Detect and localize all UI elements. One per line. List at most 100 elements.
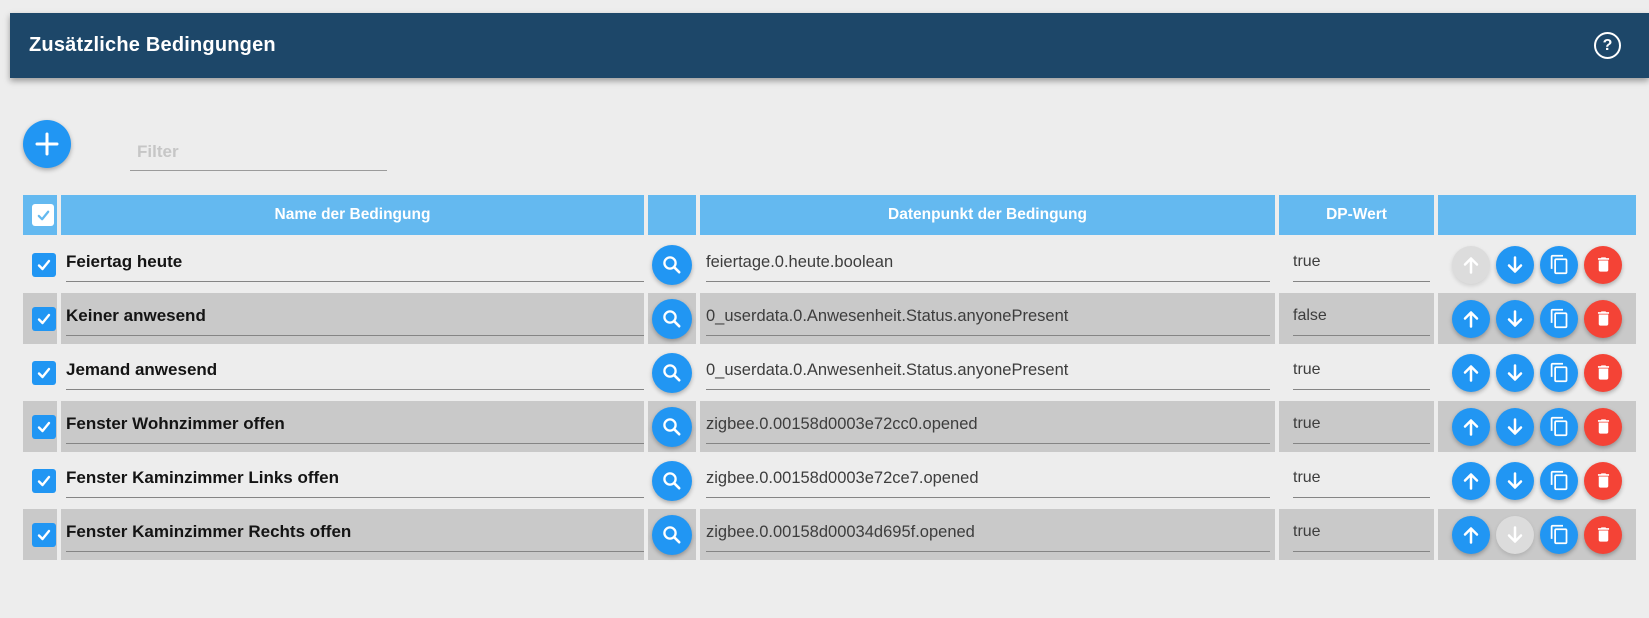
dp-value-input[interactable] — [1293, 518, 1430, 552]
add-condition-button[interactable] — [23, 120, 71, 168]
condition-name-input[interactable] — [66, 464, 644, 498]
row-enabled-checkbox[interactable] — [32, 252, 56, 277]
select-datapoint-button[interactable] — [652, 298, 692, 339]
title-bar: Zusätzliche Bedingungen ? — [10, 13, 1649, 78]
arrow-down-icon — [1507, 471, 1523, 489]
delete-condition-button[interactable] — [1584, 461, 1622, 500]
delete-condition-button[interactable] — [1584, 353, 1622, 392]
move-down-button[interactable] — [1496, 515, 1534, 554]
condition-name-input[interactable] — [66, 410, 644, 444]
checkmark-icon — [37, 313, 51, 324]
delete-condition-button[interactable] — [1584, 515, 1622, 554]
table-body — [23, 239, 1636, 560]
condition-name-input[interactable] — [66, 518, 644, 552]
delete-condition-button[interactable] — [1584, 407, 1622, 446]
select-datapoint-button[interactable] — [652, 460, 692, 501]
select-all-cell — [23, 195, 57, 235]
header-search-col — [648, 195, 696, 235]
datapoint-input[interactable] — [706, 248, 1270, 282]
checkmark-icon — [37, 421, 51, 432]
table-row — [23, 509, 1636, 560]
move-up-button[interactable] — [1452, 353, 1490, 392]
datapoint-input[interactable] — [706, 302, 1270, 336]
delete-condition-button[interactable] — [1584, 245, 1622, 284]
arrow-down-icon — [1507, 525, 1523, 543]
select-datapoint-button[interactable] — [652, 244, 692, 285]
datapoint-input[interactable] — [706, 518, 1270, 552]
copy-icon — [1550, 308, 1567, 329]
filter-input[interactable] — [130, 137, 387, 171]
arrow-up-icon — [1463, 418, 1479, 436]
trash-icon — [1597, 419, 1609, 434]
checkmark-icon — [37, 529, 51, 540]
condition-name-input[interactable] — [66, 356, 644, 390]
trash-icon — [1597, 365, 1609, 380]
row-enabled-checkbox[interactable] — [32, 414, 56, 439]
move-up-button[interactable] — [1452, 299, 1490, 338]
table-row — [23, 239, 1636, 290]
delete-condition-button[interactable] — [1584, 299, 1622, 338]
copy-icon — [1550, 254, 1567, 275]
move-down-button[interactable] — [1496, 461, 1534, 500]
row-enabled-checkbox[interactable] — [32, 468, 56, 493]
copy-condition-button[interactable] — [1540, 515, 1578, 554]
arrow-down-icon — [1507, 417, 1523, 435]
move-up-button[interactable] — [1452, 245, 1490, 284]
help-button[interactable]: ? — [1594, 32, 1621, 59]
dp-value-input[interactable] — [1293, 248, 1430, 282]
help-circle-icon: ? — [1602, 36, 1613, 54]
header-datapoint: Datenpunkt der Bedingung — [700, 195, 1275, 235]
select-datapoint-button[interactable] — [652, 514, 692, 555]
header-dp-value: DP-Wert — [1279, 195, 1434, 235]
trash-icon — [1597, 473, 1609, 488]
trash-icon — [1597, 311, 1609, 326]
select-all-checkbox[interactable] — [32, 204, 54, 226]
arrow-down-icon — [1507, 309, 1523, 327]
condition-name-input[interactable] — [66, 248, 644, 282]
checkmark-icon — [37, 210, 49, 220]
move-down-button[interactable] — [1496, 353, 1534, 392]
table-row — [23, 293, 1636, 344]
table-row — [23, 455, 1636, 506]
move-down-button[interactable] — [1496, 245, 1534, 284]
table-row — [23, 401, 1636, 452]
copy-condition-button[interactable] — [1540, 461, 1578, 500]
arrow-up-icon — [1463, 472, 1479, 490]
datapoint-input[interactable] — [706, 410, 1270, 444]
dp-value-input[interactable] — [1293, 302, 1430, 336]
dp-value-input[interactable] — [1293, 410, 1430, 444]
condition-name-input[interactable] — [66, 302, 644, 336]
move-down-button[interactable] — [1496, 407, 1534, 446]
copy-condition-button[interactable] — [1540, 299, 1578, 338]
select-datapoint-button[interactable] — [652, 352, 692, 393]
copy-condition-button[interactable] — [1540, 407, 1578, 446]
select-datapoint-button[interactable] — [652, 406, 692, 447]
arrow-up-icon — [1463, 310, 1479, 328]
row-enabled-checkbox[interactable] — [32, 522, 56, 547]
copy-condition-button[interactable] — [1540, 353, 1578, 392]
plus-icon — [35, 132, 59, 156]
header-actions — [1438, 195, 1636, 235]
checkmark-icon — [37, 367, 51, 378]
dp-value-input[interactable] — [1293, 356, 1430, 390]
move-up-button[interactable] — [1452, 461, 1490, 500]
arrow-up-icon — [1463, 256, 1479, 274]
copy-icon — [1550, 416, 1567, 437]
dp-value-input[interactable] — [1293, 464, 1430, 498]
magnifier-icon — [663, 255, 681, 274]
datapoint-input[interactable] — [706, 356, 1270, 390]
magnifier-icon — [663, 309, 681, 328]
move-up-button[interactable] — [1452, 515, 1490, 554]
table-header-row: Name der Bedingung Datenpunkt der Beding… — [23, 195, 1636, 235]
conditions-table: Name der Bedingung Datenpunkt der Beding… — [23, 195, 1636, 563]
copy-icon — [1550, 470, 1567, 491]
row-enabled-checkbox[interactable] — [32, 360, 56, 385]
row-enabled-checkbox[interactable] — [32, 306, 56, 331]
datapoint-input[interactable] — [706, 464, 1270, 498]
page-title: Zusätzliche Bedingungen — [29, 34, 276, 56]
copy-icon — [1550, 362, 1567, 383]
move-up-button[interactable] — [1452, 407, 1490, 446]
move-down-button[interactable] — [1496, 299, 1534, 338]
copy-condition-button[interactable] — [1540, 245, 1578, 284]
